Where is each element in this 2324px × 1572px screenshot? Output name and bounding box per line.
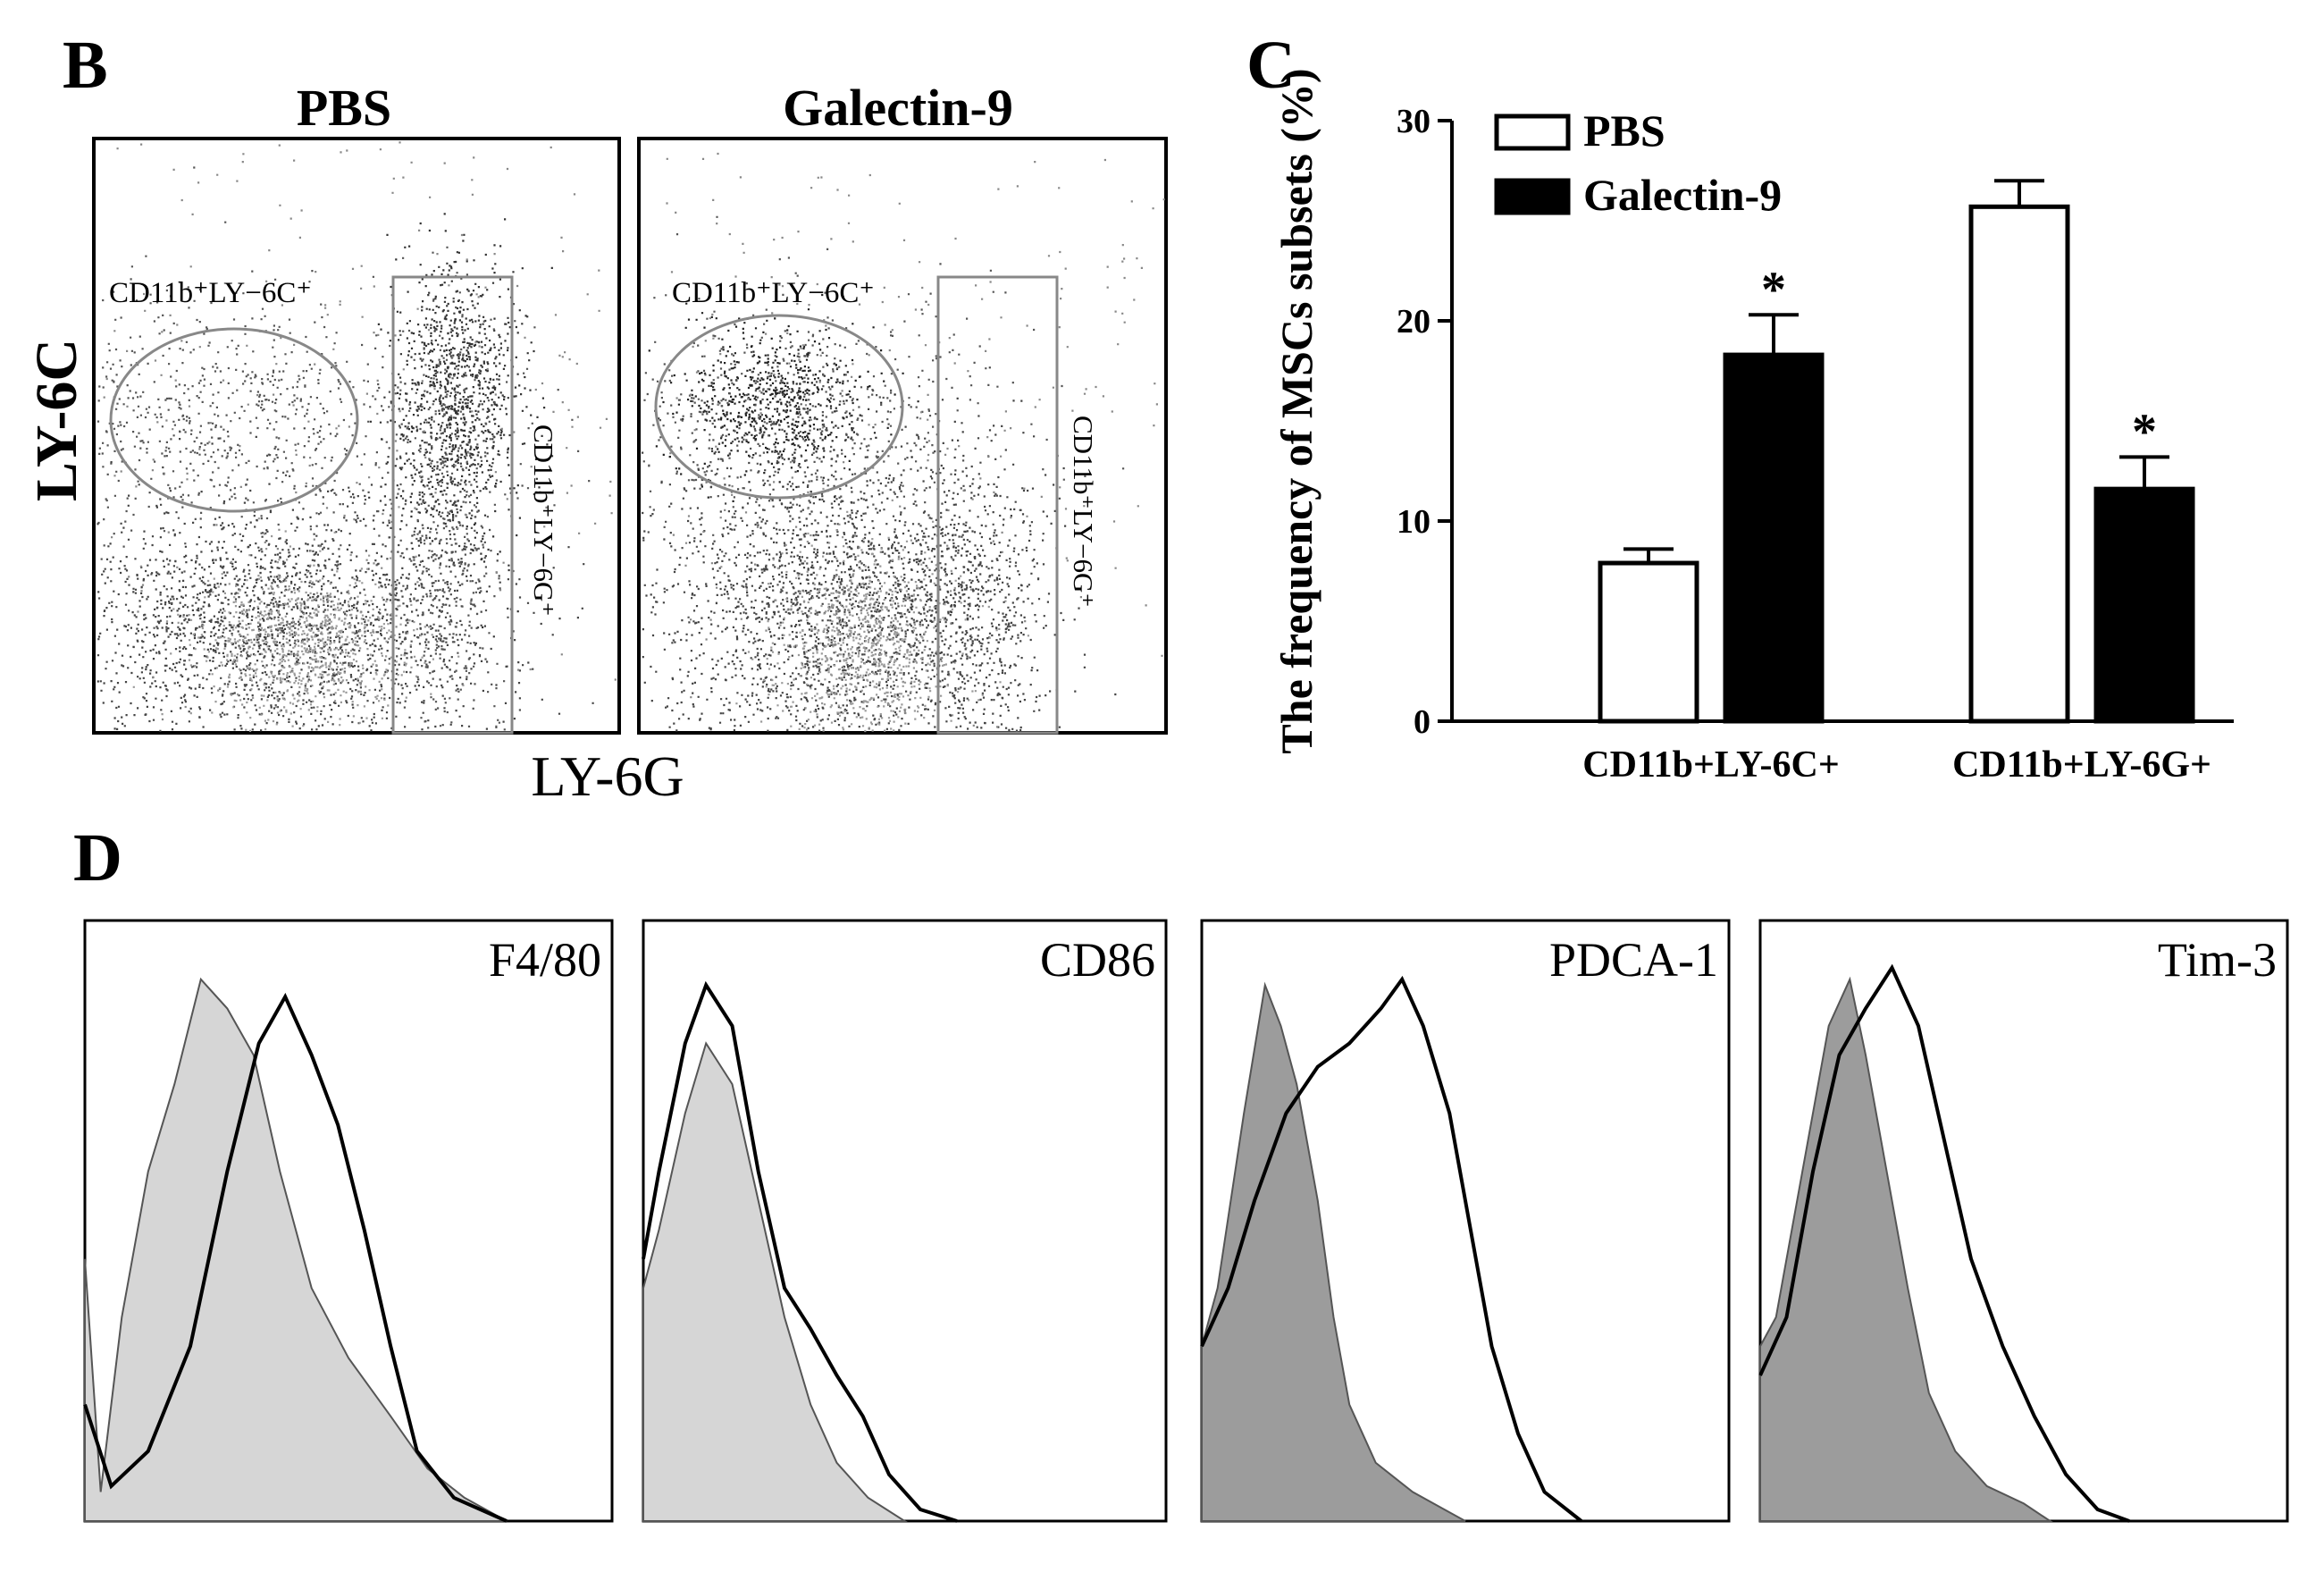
legend-swatch: [1494, 113, 1571, 151]
x-category-label: CD11b+LY-6C+: [1582, 744, 1840, 786]
histogram-tim-3: Tim-3: [1758, 919, 2289, 1523]
dotplot-galectin9-frame: [637, 137, 1168, 735]
histogram-stained-curve: [83, 992, 508, 1523]
bar-chart-y-axis-label: The frequency of MSCs subsets (%): [1271, 68, 1321, 753]
panel-b: B LY-6C LY-6G PBS CD11b⁺LY−6C⁺ CD11b⁺LY−…: [24, 28, 1168, 808]
histogram-stained-curve: [1758, 963, 2130, 1523]
dotplot-pbs: PBS CD11b⁺LY−6C⁺ CD11b⁺LY−6G⁺: [92, 79, 621, 735]
significance-marker: *: [1761, 262, 1786, 317]
dotplot-pbs-title: PBS: [297, 79, 391, 137]
dotplot-galectin9-title: Galectin-9: [783, 79, 1013, 137]
y-tick-label: 10: [1397, 503, 1430, 541]
dotplot-pbs-gate-ly6c-label: CD11b⁺LY−6C⁺: [109, 277, 312, 309]
dot-cloud: [720, 487, 1029, 733]
histogram-f4-80: F4/80: [83, 919, 614, 1523]
histogram-marker-label: CD86: [1040, 933, 1155, 987]
bar-galectin-9-1: [2093, 486, 2195, 724]
legend-label: Galectin-9: [1583, 170, 1782, 220]
panel-d: D F4/80 CD86 PDCA-1 Tim-3: [73, 820, 2289, 1523]
panel-b-y-axis-label: LY-6C: [24, 339, 89, 501]
y-tick-label: 20: [1397, 303, 1430, 340]
histogram-stained-curve: [1200, 975, 1583, 1523]
significance-marker: *: [2132, 404, 2157, 459]
dotplot-galectin9-gate-ly6c-label: CD11b⁺LY−6C⁺: [672, 277, 875, 309]
panel-d-letter: D: [73, 820, 122, 895]
histogram-marker-label: F4/80: [489, 933, 601, 987]
panel-c: C The frequency of MSCs subsets (%) 0 10 2…: [1246, 28, 2234, 786]
dotplot-galectin9: Galectin-9 CD11b⁺LY−6C⁺ CD11b⁺LY−6G⁺: [637, 79, 1168, 735]
x-category-label: CD11b+LY-6G+: [1952, 744, 2211, 786]
bar-galectin-9-0: [1723, 352, 1825, 724]
histogram-control-curve: [84, 977, 508, 1522]
dotplot-galectin9-gate-ly6g: [936, 275, 1059, 735]
y-tick-label: 0: [1414, 703, 1430, 741]
bar-chart: 0 10 20 30 * CD11b+LY-6C+ * CD11b+LY-6G+ PBS Gale…: [1397, 103, 2234, 786]
dot-cloud: [96, 416, 594, 732]
y-tick-label: 30: [1397, 103, 1430, 140]
histogram-marker-label: PDCA-1: [1549, 933, 1718, 987]
legend-label: PBS: [1583, 105, 1665, 156]
dotplot-pbs-gate-ly6g-label: CD11b⁺LY−6G⁺: [528, 425, 559, 617]
bar-pbs-1: [1968, 204, 2070, 724]
dotplot-galectin9-gate-ly6c: [654, 314, 904, 500]
dotplot-pbs-gate-ly6g: [391, 275, 514, 735]
histogram-control-curve: [1201, 981, 1466, 1522]
histogram-control-curve: [642, 1041, 908, 1522]
dotplot-pbs-dots: [96, 141, 617, 732]
bar-pbs-0: [1598, 560, 1699, 724]
histogram-pdca-1: PDCA-1: [1200, 919, 1731, 1523]
dotplot-galectin9-dots: [642, 152, 1165, 733]
panel-b-x-axis-label: LY-6G: [531, 744, 684, 808]
dot-cloud: [332, 246, 524, 731]
histogram-cd86: CD86: [642, 919, 1168, 1523]
legend-swatch: [1494, 178, 1571, 215]
dotplot-pbs-gate-ly6c: [109, 327, 359, 513]
histogram-marker-label: Tim-3: [2158, 933, 2277, 987]
histogram-control-curve: [1759, 976, 2053, 1522]
panel-b-letter: B: [63, 28, 108, 103]
dotplot-galectin9-gate-ly6g-label: CD11b⁺LY−6G⁺: [1068, 416, 1099, 608]
dot-cloud: [642, 215, 1125, 618]
histogram-row: F4/80 CD86 PDCA-1 Tim-3: [83, 919, 2289, 1523]
panel-c-letter: C: [1246, 28, 1296, 103]
histogram-stained-curve: [642, 980, 958, 1523]
